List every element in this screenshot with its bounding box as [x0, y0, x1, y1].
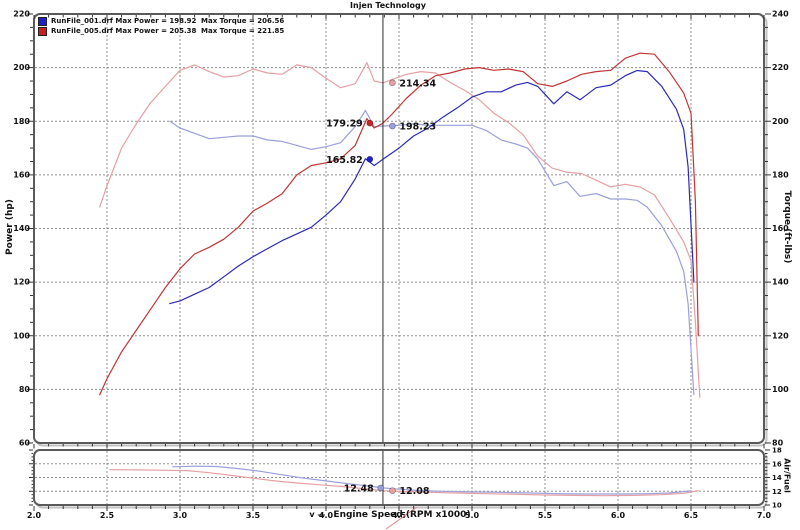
readout-value-12.48: 12.48 [344, 483, 374, 494]
svg-text:10: 10 [772, 502, 782, 510]
svg-text:12: 12 [772, 488, 782, 496]
svg-text:100: 100 [772, 385, 789, 394]
svg-text:6.0: 6.0 [611, 511, 626, 520]
airfuel-axis-title: Air/Fuel [782, 458, 792, 493]
svg-text:4.0: 4.0 [319, 511, 334, 520]
x-axis-title-label: Engine Speed (RPM x1000) [333, 510, 471, 520]
svg-text:5.5: 5.5 [538, 511, 553, 520]
svg-text:160: 160 [772, 224, 789, 233]
legend-swatch-blue [38, 16, 47, 26]
readout-value-198.23: 198.23 [399, 121, 436, 132]
legend-run-2-torque: Max Torque = 221.85 [201, 27, 285, 35]
readout-dot-165.82 [366, 155, 374, 163]
svg-text:80: 80 [772, 439, 784, 448]
svg-text:120: 120 [772, 331, 789, 340]
runfile-005-drf-power-curve [99, 52, 699, 396]
svg-text:200: 200 [772, 117, 789, 126]
svg-text:14: 14 [772, 474, 782, 482]
svg-text:18: 18 [772, 447, 782, 455]
readout-dot-179.29 [366, 119, 374, 127]
svg-text:100: 100 [13, 331, 30, 340]
legend: RunFile_001.drf Max Power = 198.92 Max T… [38, 16, 284, 36]
runfile-001-drf-torque-curve [169, 109, 695, 396]
legend-run-1-power: RunFile_001.drf Max Power = 198.92 [51, 17, 197, 25]
legend-run-2-power: RunFile_005.drf Max Power = 205.38 [51, 27, 197, 35]
svg-text:220: 220 [772, 63, 789, 72]
runfile-005-drf-torque-curve [99, 62, 701, 398]
readout-dot-12.48 [377, 484, 385, 492]
svg-text:60: 60 [19, 439, 31, 448]
svg-text:140: 140 [772, 278, 789, 287]
svg-text:180: 180 [772, 170, 789, 179]
legend-run-1[interactable]: RunFile_001.drf Max Power = 198.92 Max T… [38, 16, 284, 26]
svg-text:4.5: 4.5 [392, 511, 407, 520]
svg-text:2.0: 2.0 [27, 511, 42, 520]
svg-text:200: 200 [13, 63, 30, 72]
svg-text:220: 220 [13, 10, 30, 19]
svg-text:3.0: 3.0 [173, 511, 188, 520]
svg-text:6.5: 6.5 [684, 511, 699, 520]
legend-run-1-torque: Max Torque = 206.56 [201, 17, 285, 25]
svg-text:240: 240 [772, 10, 789, 19]
svg-text:3.5: 3.5 [246, 511, 261, 520]
tick-labels: 220 200 180 160 140 120 100 80 60 240 220 200 180 160… [13, 10, 789, 521]
svg-text:7.0: 7.0 [757, 511, 772, 520]
readout-dot-198.23 [389, 122, 396, 130]
svg-text:80: 80 [19, 385, 31, 394]
readout-dot-12.08 [389, 487, 396, 495]
x-axis-selector-marker[interactable]: v — [309, 510, 326, 519]
legend-run-2[interactable]: RunFile_005.drf Max Power = 205.38 Max T… [38, 26, 284, 36]
svg-text:160: 160 [13, 170, 30, 179]
svg-text:2.5: 2.5 [100, 511, 115, 520]
runfile-001-drf-air-fuel-curve [172, 465, 692, 495]
readout-value-214.34: 214.34 [399, 78, 436, 89]
axis-ticks [27, 13, 771, 511]
x-axis-title[interactable]: v — Engine Speed (RPM x1000) [240, 510, 540, 520]
svg-text:120: 120 [13, 278, 30, 287]
dyno-curves [99, 52, 701, 497]
svg-text:180: 180 [13, 117, 30, 126]
runfile-001-drf-power-curve [169, 69, 695, 305]
readout-value-179.29: 179.29 [326, 119, 363, 130]
readout-value-165.82: 165.82 [326, 155, 363, 166]
gridlines [35, 15, 763, 504]
legend-swatch-red [38, 26, 47, 36]
svg-text:16: 16 [772, 460, 782, 468]
cursor-readouts: 214.34 198.23 179.29 165.82 12.48 12.08 [326, 78, 436, 497]
svg-text:140: 140 [13, 224, 30, 233]
readout-dot-214.34 [389, 79, 396, 87]
power-axis-title: Power (hp) [5, 199, 15, 255]
chart-title: Injen Technology [350, 1, 426, 10]
callout-line [385, 506, 418, 530]
svg-text:5.0: 5.0 [465, 511, 480, 520]
torque-axis-title: Torque (ft-lbs) [782, 190, 792, 264]
readout-value-12.08: 12.08 [399, 486, 429, 497]
